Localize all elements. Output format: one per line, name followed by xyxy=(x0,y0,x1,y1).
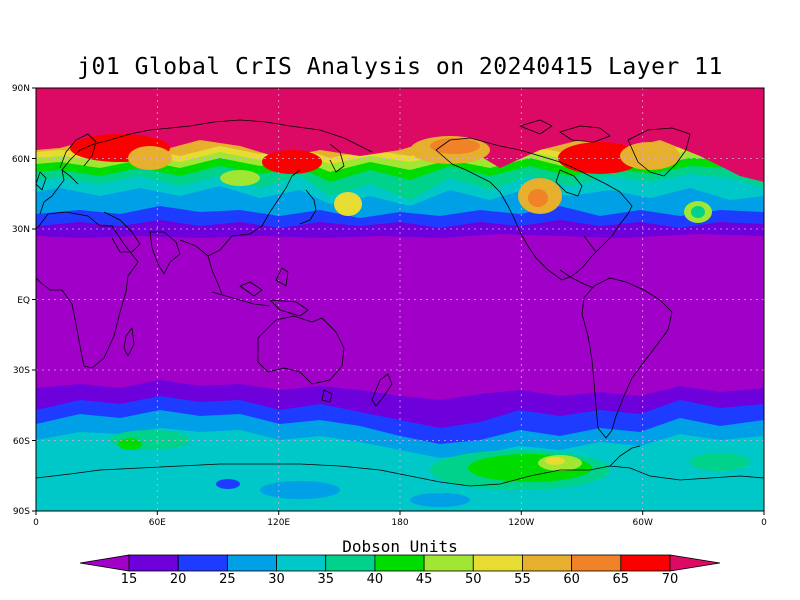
blob-north-b xyxy=(128,146,172,170)
y-tick-label: EQ xyxy=(17,296,30,306)
colorbar-cell xyxy=(128,554,179,572)
blob-north-c xyxy=(262,150,322,174)
ozone-field xyxy=(36,88,764,511)
colorbar-cell xyxy=(571,554,622,572)
x-tick-label: 60W xyxy=(633,518,653,528)
colorbar-cell xyxy=(226,554,277,572)
colorbar-level-label: 35 xyxy=(317,572,334,587)
blob-south-g xyxy=(690,453,750,471)
blob-south-b xyxy=(118,438,142,450)
colorbar-cell xyxy=(374,554,425,572)
graticule xyxy=(36,88,764,511)
x-tick-label: 120E xyxy=(267,518,290,528)
y-axis: 90N 60N 30N EQ 30S 60S 90S xyxy=(12,84,36,517)
colorbar-level-label: 55 xyxy=(514,572,531,587)
colorbar-level-label: 25 xyxy=(219,572,236,587)
blob-south-f xyxy=(545,457,565,465)
colorbar-cell xyxy=(276,554,327,572)
blob-north-k xyxy=(691,206,705,218)
colorbar-high-arrow xyxy=(669,554,721,572)
colorbar-level-label: 50 xyxy=(464,572,482,587)
y-tick-label: 90N xyxy=(12,84,30,94)
colorbar-cell xyxy=(423,554,474,572)
colorbar-level-label: 30 xyxy=(268,572,285,587)
blob-south-j xyxy=(410,493,470,507)
colorbar-level-label: 15 xyxy=(120,572,138,587)
colorbar-level-label: 65 xyxy=(612,572,630,587)
blob-north-g xyxy=(620,142,680,170)
colorbar-cell xyxy=(177,554,228,572)
colorbar-low-arrow xyxy=(79,554,130,572)
colorbar-level-label: 45 xyxy=(415,572,433,587)
x-tick-label: 180 xyxy=(391,518,408,528)
x-tick-label: 0 xyxy=(33,518,39,528)
y-tick-label: 60N xyxy=(12,155,30,165)
sh-band-35 xyxy=(36,428,764,511)
blob-north-e xyxy=(430,138,480,154)
y-tick-label: 30S xyxy=(13,366,30,376)
colorbar-title: Dobson Units xyxy=(342,537,458,556)
x-tick-label: 0 xyxy=(761,518,767,528)
y-tick-label: 30N xyxy=(12,225,30,235)
colorbar-cell xyxy=(472,554,523,572)
x-tick-label: 60E xyxy=(149,518,166,528)
colorbar-cell xyxy=(325,554,376,572)
y-tick-label: 90S xyxy=(13,507,30,517)
blob-north-i xyxy=(528,189,548,207)
y-tick-label: 60S xyxy=(13,437,30,447)
x-axis: 0 60E 120E 180 120W 60W 0 xyxy=(33,511,767,528)
nh-band-75 xyxy=(36,88,764,182)
map-title: j01 Global CrIS Analysis on 20240415 Lay… xyxy=(77,54,723,80)
blob-south-h xyxy=(216,479,240,489)
blob-north-m xyxy=(220,170,260,186)
blob-south-i xyxy=(260,481,340,499)
colorbar-level-label: 40 xyxy=(366,572,384,587)
blob-north-l xyxy=(334,192,362,216)
colorbar-cell xyxy=(522,554,573,572)
colorbar-cell xyxy=(620,554,671,572)
colorbar xyxy=(79,554,721,572)
x-tick-label: 120W xyxy=(508,518,534,528)
coastlines xyxy=(36,119,764,487)
colorbar-level-label: 20 xyxy=(169,572,187,587)
colorbar-level-label: 70 xyxy=(661,572,679,587)
colorbar-level-label: 60 xyxy=(563,572,580,587)
blob-north-f xyxy=(558,142,642,174)
